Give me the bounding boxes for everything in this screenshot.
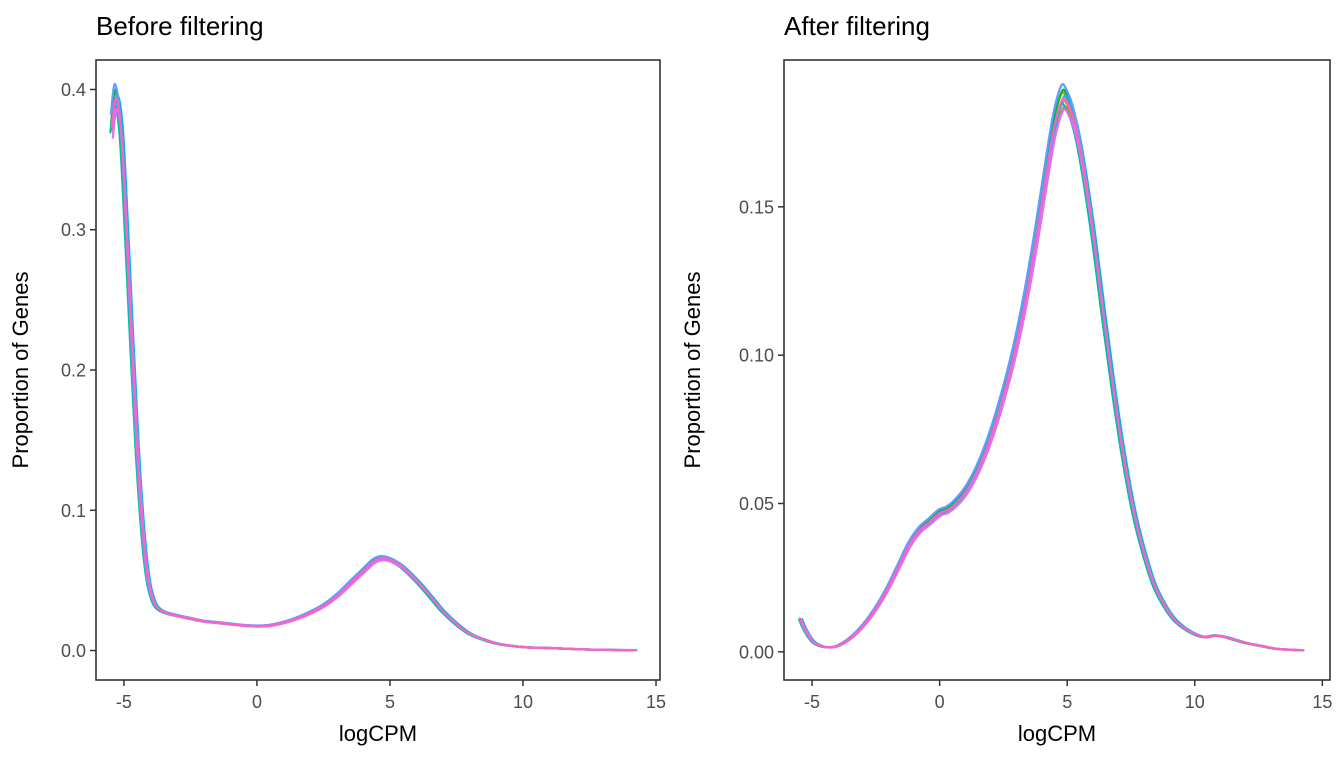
density-curve-sample-3 <box>111 105 637 652</box>
panel-after-filtering: -5 0 5 10 15 0.00 0.05 0.10 0.15 After filtering… <box>672 0 1344 768</box>
x-axis-label-after: logCPM <box>1018 721 1096 746</box>
y-tick-label: 0.15 <box>739 197 774 217</box>
x-tick-label: 0 <box>252 692 262 712</box>
density-curve-sample-4 <box>799 88 1303 652</box>
density-curve-sample-2 <box>110 91 635 652</box>
x-tick-label: 15 <box>646 692 666 712</box>
plot-canvas-after: -5 0 5 10 15 0.00 0.05 0.10 0.15 After filtering… <box>680 11 1332 746</box>
curves-group <box>798 83 1305 652</box>
y-tick-label: 0.10 <box>739 346 774 366</box>
density-curve-sample-1 <box>111 99 637 652</box>
plot-canvas-before: -5 0 5 10 15 0.0 0.1 0.2 0.3 0.4 Before filtering… <box>8 11 666 746</box>
y-tick-label: 0.05 <box>739 494 774 514</box>
density-curve-sample-3 <box>800 105 1305 652</box>
x-tick-label: 10 <box>513 692 533 712</box>
density-curve-sample-8 <box>111 107 637 652</box>
x-tick-label: 5 <box>1062 692 1072 712</box>
density-curve-sample-9 <box>799 96 1303 652</box>
x-tick-label: -5 <box>804 692 820 712</box>
density-curve-sample-9 <box>110 96 636 652</box>
x-tick-label: 0 <box>935 692 945 712</box>
y-tick-label: 0.2 <box>61 361 86 381</box>
panel-before-filtering: -5 0 5 10 15 0.0 0.1 0.2 0.3 0.4 Before filtering… <box>8 11 666 746</box>
density-curve-sample-4 <box>110 88 636 652</box>
x-tick-label: 5 <box>385 692 395 712</box>
density-curve-sample-8 <box>800 108 1304 652</box>
density-curve-sample-1 <box>800 99 1304 652</box>
density-curve-sample-6 <box>112 93 638 652</box>
density-curve-sample-2 <box>798 91 1303 652</box>
y-axis-label-after: Proportion of Genes <box>680 272 705 469</box>
y-axis-label-before: Proportion of Genes <box>8 272 33 469</box>
x-tick-label: -5 <box>116 692 132 712</box>
y-tick-label: 0.4 <box>61 80 86 100</box>
plot-layer-before: -5 0 5 10 15 0.0 0.1 0.2 0.3 0.4 <box>61 59 666 712</box>
x-tick-label: 15 <box>1312 692 1332 712</box>
density-curve-sample-6 <box>801 94 1305 652</box>
curves-group <box>109 82 638 652</box>
y-tick-label: 0.0 <box>61 641 86 661</box>
density-curve-sample-5 <box>109 102 635 652</box>
y-tick-label: 0.3 <box>61 220 86 240</box>
panel-border <box>783 59 1331 681</box>
density-curve-sample-5 <box>798 102 1302 652</box>
y-tick-label: 0.00 <box>739 642 774 662</box>
panel-title-after: After filtering <box>784 11 930 41</box>
panel-title-before: Before filtering <box>96 11 264 41</box>
x-tick-label: 10 <box>1185 692 1205 712</box>
plot-layer-after: -5 0 5 10 15 0.00 0.05 0.10 0.15 <box>739 59 1332 712</box>
x-axis-label-before: logCPM <box>339 721 417 746</box>
panel-border <box>95 59 661 681</box>
y-tick-label: 0.1 <box>61 501 86 521</box>
